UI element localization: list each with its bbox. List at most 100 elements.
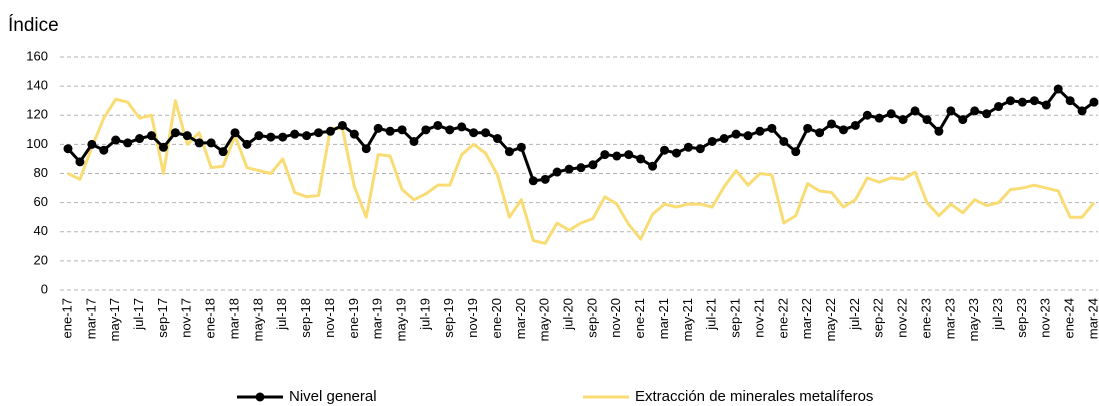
point xyxy=(397,125,407,135)
point xyxy=(898,115,908,125)
legend-label: Extracción de minerales metalíferos xyxy=(635,388,873,405)
point xyxy=(946,106,956,116)
x-tick-label: may-17 xyxy=(107,298,122,341)
x-tick-label: sep-19 xyxy=(441,298,456,338)
x-tick-label: mar-18 xyxy=(226,298,241,339)
point xyxy=(361,144,371,154)
x-tick-label: nov-22 xyxy=(895,298,910,338)
point xyxy=(707,136,717,146)
x-tick-label: nov-23 xyxy=(1038,298,1053,338)
y-tick-label: 0 xyxy=(41,281,48,296)
point xyxy=(660,145,670,155)
y-tick-label: 100 xyxy=(26,136,48,151)
point xyxy=(194,138,204,148)
point xyxy=(314,128,324,138)
point xyxy=(695,144,705,154)
x-tick-label: nov-17 xyxy=(179,298,194,338)
x-tick-label: mar-21 xyxy=(656,298,671,339)
y-tick-label: 40 xyxy=(34,223,48,238)
x-tick-label: sep-23 xyxy=(1014,298,1029,338)
point xyxy=(671,148,681,158)
point xyxy=(218,147,228,157)
x-tick-label: jul-21 xyxy=(704,298,719,331)
point xyxy=(445,125,455,135)
point xyxy=(1017,97,1027,107)
point xyxy=(63,144,73,154)
point xyxy=(421,125,431,135)
y-tick-label: 160 xyxy=(26,48,48,63)
x-tick-label: jul-20 xyxy=(561,298,576,331)
point xyxy=(266,132,276,142)
point xyxy=(636,154,646,164)
point xyxy=(719,134,729,144)
point xyxy=(600,150,610,160)
y-tick-label: 140 xyxy=(26,78,48,93)
point xyxy=(373,123,383,133)
point xyxy=(850,120,860,130)
x-tick-label: may-23 xyxy=(966,298,981,341)
point xyxy=(111,135,121,145)
point xyxy=(934,126,944,136)
point xyxy=(1089,97,1099,107)
point xyxy=(385,126,395,136)
point xyxy=(278,132,288,142)
point xyxy=(158,142,168,152)
point xyxy=(874,113,884,123)
x-tick-label: may-19 xyxy=(393,298,408,341)
point xyxy=(135,134,145,144)
point xyxy=(791,147,801,157)
point xyxy=(982,109,992,119)
x-tick-label: jul-17 xyxy=(131,298,146,331)
point xyxy=(75,157,85,167)
point xyxy=(469,128,479,138)
x-tick-label: jul-23 xyxy=(990,298,1005,331)
point xyxy=(958,115,968,125)
point xyxy=(409,136,419,146)
point xyxy=(803,123,813,133)
point xyxy=(910,106,920,116)
x-tick-label: nov-21 xyxy=(751,298,766,338)
point xyxy=(683,142,693,152)
x-tick-label: ene-18 xyxy=(203,298,218,338)
point xyxy=(1041,100,1051,110)
x-tick-label: may-22 xyxy=(823,298,838,341)
point xyxy=(731,129,741,139)
point xyxy=(743,131,753,141)
point xyxy=(755,126,765,136)
point xyxy=(648,161,658,171)
point xyxy=(457,122,467,132)
x-tick-label: mar-22 xyxy=(799,298,814,339)
point xyxy=(492,134,502,144)
legend-marker xyxy=(255,392,265,402)
point xyxy=(970,106,980,116)
x-tick-label: mar-17 xyxy=(83,298,98,339)
point xyxy=(87,139,97,149)
point xyxy=(767,123,777,133)
x-tick-label: may-18 xyxy=(250,298,265,341)
x-tick-label: nov-19 xyxy=(465,298,480,338)
point xyxy=(1005,96,1015,106)
y-axis-label: Índice xyxy=(8,15,59,36)
x-tick-label: mar-19 xyxy=(370,298,385,339)
x-tick-label: ene-19 xyxy=(346,298,361,338)
point xyxy=(1053,84,1063,94)
point xyxy=(528,176,538,186)
point xyxy=(147,131,157,141)
point xyxy=(504,147,514,157)
point xyxy=(612,151,622,161)
point xyxy=(290,129,300,139)
x-tick-label: sep-22 xyxy=(871,298,886,338)
legend-label: Nivel general xyxy=(289,388,377,405)
x-tick-label: mar-20 xyxy=(513,298,528,339)
point xyxy=(922,115,932,125)
point xyxy=(206,138,216,148)
x-tick-label: jul-22 xyxy=(847,298,862,331)
point xyxy=(838,125,848,135)
point xyxy=(1065,96,1075,106)
point xyxy=(516,142,526,152)
x-tick-label: ene-21 xyxy=(632,298,647,338)
point xyxy=(1029,96,1039,106)
point xyxy=(242,139,252,149)
point xyxy=(540,174,550,184)
point xyxy=(123,138,133,148)
